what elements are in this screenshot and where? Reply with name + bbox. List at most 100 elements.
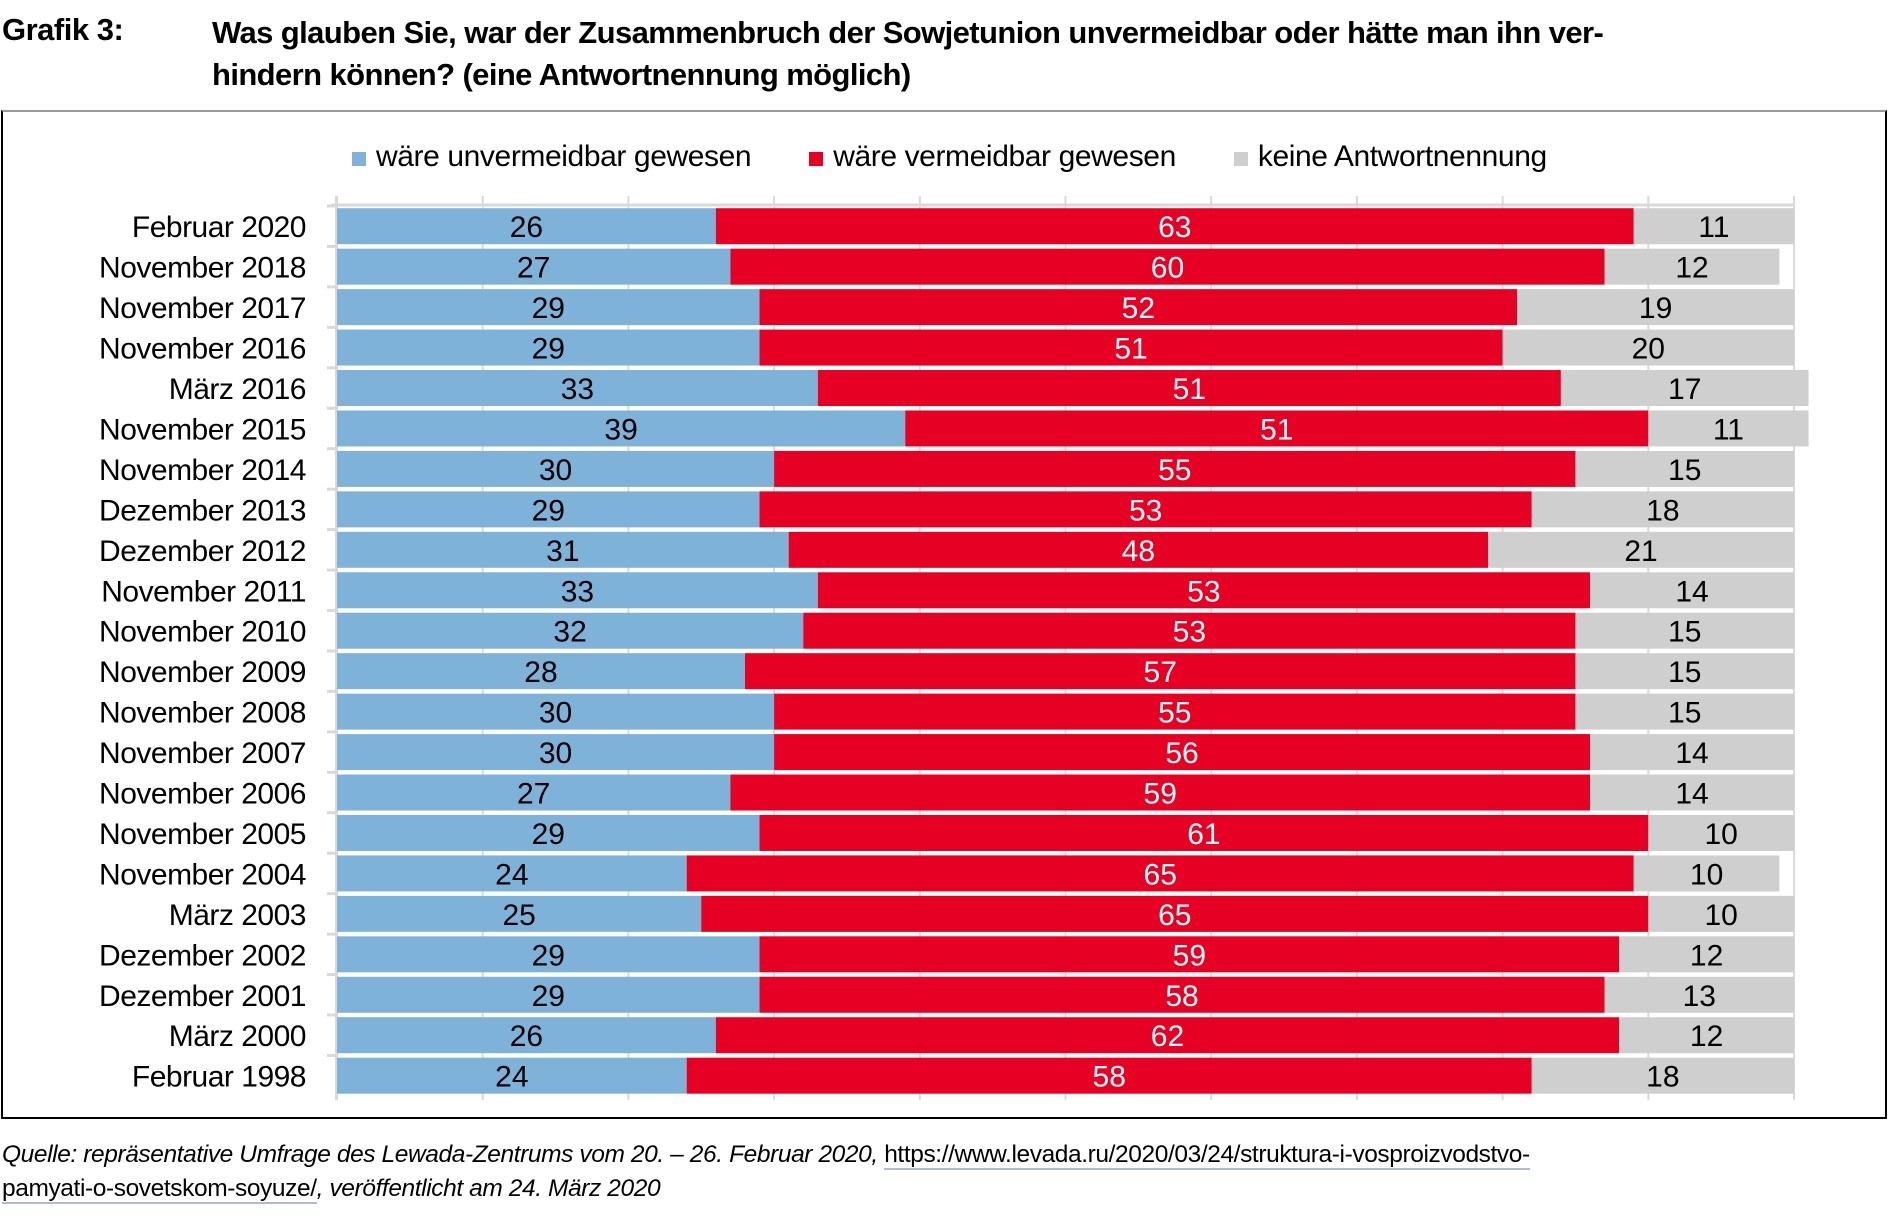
data-label: 58	[1093, 1061, 1126, 1094]
data-label: 15	[1668, 697, 1701, 730]
data-label: 26	[510, 1020, 543, 1053]
bar-segment	[337, 1057, 687, 1094]
data-label: 20	[1632, 333, 1665, 366]
bar-segment	[905, 410, 1649, 447]
data-label: 29	[532, 980, 565, 1013]
category-label: Dezember 2013	[99, 494, 306, 527]
category-label: November 2015	[99, 413, 306, 446]
data-label: 62	[1151, 1020, 1184, 1053]
bar-segment	[759, 976, 1605, 1013]
bar-segment	[1648, 895, 1794, 932]
data-label: 31	[546, 535, 579, 568]
source-suffix: , veröffentlicht am 24. März 2020	[316, 1175, 661, 1202]
category-label: November 2009	[99, 656, 306, 689]
data-label: 12	[1690, 1020, 1723, 1053]
data-label: 39	[604, 413, 637, 446]
chart-legend: wäre unvermeidbar gewesen wäre vermeidba…	[352, 140, 1605, 174]
category-label: Dezember 2012	[99, 535, 306, 568]
category-label: Februar 2020	[132, 211, 306, 244]
bar-segment	[1531, 491, 1794, 528]
source-link[interactable]: https://www.levada.ru/2020/03/24/struktu…	[2, 1141, 1530, 1204]
data-label: 12	[1675, 252, 1708, 285]
data-label: 48	[1122, 535, 1155, 568]
data-label: 14	[1675, 737, 1708, 770]
bar-segment	[337, 976, 760, 1013]
data-label: 21	[1624, 535, 1657, 568]
data-label: 29	[532, 939, 565, 972]
data-label: 29	[532, 292, 565, 325]
bar-segment	[337, 248, 731, 285]
category-label: November 2008	[99, 697, 306, 730]
category-label: März 2000	[169, 1020, 306, 1053]
data-label: 53	[1173, 616, 1206, 649]
chart-frame	[1, 110, 1887, 1119]
legend-item-no-answer: keine Antwortnennung	[1233, 140, 1547, 174]
bar-segment	[1648, 410, 1809, 447]
data-label: 26	[510, 211, 543, 244]
bar-segment	[817, 572, 1591, 609]
data-label: 30	[539, 737, 572, 770]
category-label: November 2016	[99, 333, 306, 366]
data-label: 29	[532, 494, 565, 527]
legend-swatch-avoidable	[809, 152, 824, 166]
data-label: 59	[1144, 778, 1177, 811]
data-label: 61	[1187, 818, 1220, 851]
bar-segment	[774, 734, 1591, 771]
legend-swatch-no-answer	[1233, 152, 1248, 166]
bar-segment	[337, 450, 775, 487]
bar-segment	[1517, 289, 1794, 326]
bar-segment	[337, 208, 716, 245]
data-label: 27	[517, 778, 550, 811]
bar-segment	[817, 370, 1561, 407]
data-label: 51	[1114, 333, 1147, 366]
data-label: 12	[1690, 939, 1723, 972]
data-label: 52	[1122, 292, 1155, 325]
data-label: 10	[1704, 899, 1737, 932]
bar-segment	[1488, 531, 1794, 568]
bar-segment	[1619, 1017, 1794, 1054]
bar-segment	[686, 855, 1634, 892]
figure-title: Was glauben Sie, war der Zusammenbruch d…	[212, 12, 1882, 96]
data-label: 19	[1639, 292, 1672, 325]
data-label: 29	[532, 333, 565, 366]
legend-label-no-answer: keine Antwortnennung	[1257, 140, 1547, 173]
source-note: Quelle: repräsentative Umfrage des Lewad…	[2, 1138, 1887, 1206]
bar-segment	[1575, 653, 1794, 690]
bar-segment	[337, 653, 745, 690]
data-label: 51	[1173, 373, 1206, 406]
bar-segment	[1502, 329, 1794, 366]
figure-title-line-2: hindern können? (eine Antwortnennung mög…	[212, 57, 911, 92]
bar-segment	[337, 814, 760, 851]
bar-segment	[337, 531, 789, 568]
bar-segment	[774, 693, 1576, 730]
data-label: 11	[1698, 211, 1729, 244]
bar-segment	[1575, 693, 1794, 730]
data-label: 11	[1713, 413, 1744, 446]
data-label: 15	[1668, 616, 1701, 649]
source-link-part-1: https://www.levada.ru/2020/03/24/struktu…	[884, 1141, 1530, 1168]
data-label: 30	[539, 454, 572, 487]
bar-segment	[730, 248, 1605, 285]
bar-segment	[759, 289, 1518, 326]
bar-segment	[1619, 936, 1794, 973]
data-label: 57	[1144, 656, 1177, 689]
data-label: 33	[561, 373, 594, 406]
category-label: November 2018	[99, 252, 306, 285]
data-label: 53	[1129, 494, 1162, 527]
figure-title-line-1: Was glauben Sie, war der Zusammenbruch d…	[212, 15, 1604, 50]
data-label: 30	[539, 697, 572, 730]
data-label: 15	[1668, 454, 1701, 487]
legend-swatch-unavoidable	[352, 152, 366, 166]
bar-segment	[337, 329, 760, 366]
data-label: 25	[502, 899, 535, 932]
data-label: 27	[517, 252, 550, 285]
legend-item-avoidable: wäre vermeidbar gewesen	[809, 140, 1176, 174]
category-label: Februar 1998	[132, 1061, 306, 1094]
category-label: März 2016	[169, 373, 306, 406]
bar-segment	[715, 1017, 1620, 1054]
category-label: November 2011	[101, 575, 306, 608]
bar-segment	[774, 450, 1576, 487]
bar-segment	[1560, 370, 1809, 407]
data-label: 10	[1690, 858, 1723, 891]
